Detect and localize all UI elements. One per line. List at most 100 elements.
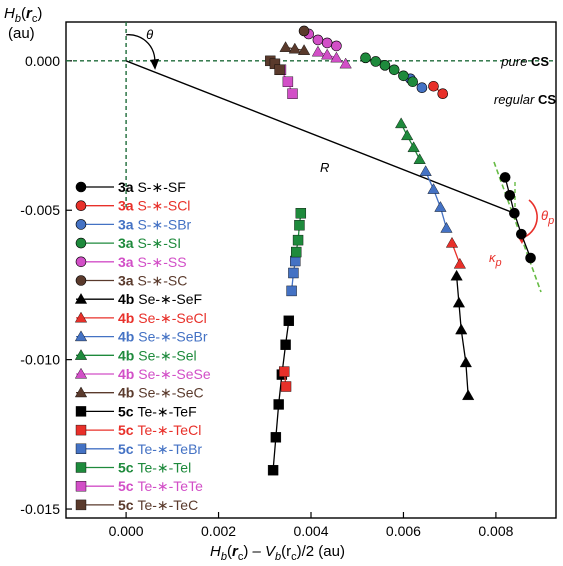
x-tick-label: 0.008 <box>478 523 513 539</box>
series-5c-14 <box>286 255 301 297</box>
legend-marker <box>74 311 88 323</box>
legend-name: S-∗-SF <box>137 179 185 195</box>
legend-label: 5c Te-∗-TeCl <box>118 422 201 438</box>
data-point <box>499 172 511 183</box>
legend-entry: 4b Se-∗-SeSe <box>74 366 211 382</box>
data-point <box>509 207 520 219</box>
legend-entry: 5c Te-∗-Tel <box>75 460 191 476</box>
series-5c-15 <box>291 208 307 258</box>
theta-p-label: θp <box>541 208 554 227</box>
legend-entry: 4b Se-∗-SeCl <box>74 310 207 326</box>
legend-entry: 3a S-∗-SS <box>75 254 187 270</box>
series-4b-11 <box>279 41 311 55</box>
legend-entry: 4b Se-∗-SeF <box>74 291 202 307</box>
legend-marker <box>75 481 87 492</box>
legend-entry: 4b Se-∗-SeC <box>74 385 204 401</box>
legend-marker <box>75 181 87 193</box>
legend-label: 5c Te-∗-TeC <box>118 497 198 513</box>
regular-cs-label: regular CS <box>494 92 556 107</box>
legend-group: 4b <box>118 310 138 326</box>
y-tick-label: -0.010 <box>20 352 60 368</box>
legend-name: Te-∗-TeBr <box>137 441 202 457</box>
data-point <box>339 57 352 69</box>
legend-group: 3a <box>118 273 137 289</box>
data-point <box>407 141 420 153</box>
series-3a-1 <box>428 80 449 100</box>
series-3a-4 <box>303 28 342 52</box>
legend-group: 5c <box>118 478 137 494</box>
legend-marker <box>74 293 88 304</box>
legend-entry: 5c Te-∗-TeTe <box>75 478 203 494</box>
axis-ticks: 0.000 0.002 0.004 0.006 0.008 0.000 -0.005 -0.0… <box>20 53 513 539</box>
data-point <box>288 267 299 279</box>
legend-name: Se-∗-SeF <box>138 291 202 307</box>
data-point <box>437 88 449 100</box>
data-point <box>360 52 371 64</box>
legend-label: 4b Se-∗-SeSe <box>118 366 211 382</box>
legend-marker <box>75 219 87 230</box>
legend-group: 3a <box>118 179 137 195</box>
legend-group: 3a <box>118 198 137 214</box>
x-title-open: ( <box>227 543 232 560</box>
y-tick-label: 0.000 <box>25 53 60 69</box>
legend-group: 3a <box>118 216 137 232</box>
data-point <box>370 56 382 67</box>
data-point <box>312 34 324 46</box>
series-4b-7 <box>445 236 466 269</box>
data-point <box>419 165 432 176</box>
data-point <box>427 183 440 194</box>
legend-label: 5c Te-∗-Tel <box>118 460 191 476</box>
legend-name: Se-∗-Sel <box>138 347 196 363</box>
legend-label: 3a S-∗-SF <box>118 179 186 195</box>
legend-label: 3a S-∗-SS <box>118 254 187 270</box>
legend-name: Se-∗-SeC <box>138 385 203 401</box>
legend-name: S-∗-SS <box>137 254 186 270</box>
series-3a-0 <box>499 172 536 264</box>
legend-label: 3a S-∗-SC <box>118 273 187 289</box>
legend-marker <box>75 499 87 511</box>
x-tick-label: 0.006 <box>386 523 421 539</box>
x-title-prefix-sub: b <box>221 551 227 563</box>
theta-p-main: θ <box>541 208 548 223</box>
series-3a-5 <box>298 25 310 37</box>
x-title-mid: – V <box>248 543 277 560</box>
legend-label: 4b Se-∗-SeF <box>118 291 202 307</box>
theta-label: θ <box>146 27 153 42</box>
series-layer <box>265 25 536 476</box>
data-point <box>450 269 463 281</box>
data-point <box>311 45 325 57</box>
x-title-close: ) <box>243 543 248 560</box>
series-5c-12 <box>267 315 295 476</box>
data-point <box>280 339 291 350</box>
legend-group: 5c <box>118 497 137 513</box>
data-point <box>270 432 282 443</box>
data-point <box>459 356 472 368</box>
legend-group: 4b <box>118 385 138 401</box>
R-label: R <box>320 160 329 175</box>
legend-group: 3a <box>118 235 137 251</box>
x-title-rest-sub: c <box>291 551 297 563</box>
data-point <box>286 285 297 297</box>
data-point <box>321 37 333 49</box>
legend-group: 4b <box>118 366 138 382</box>
x-tick-label: 0.002 <box>201 523 236 539</box>
data-point <box>292 234 304 246</box>
x-title-tail: )/2 (au) <box>297 543 345 560</box>
legend-name: Te-∗-TeCl <box>137 422 201 438</box>
data-point <box>516 228 527 240</box>
data-point <box>452 296 466 308</box>
x-title-prefix: H <box>210 543 221 560</box>
series-line <box>455 275 469 396</box>
data-point <box>290 255 301 267</box>
data-point <box>287 88 298 99</box>
data-point <box>455 323 468 335</box>
series-5c-17 <box>265 55 285 76</box>
series-line <box>295 213 302 253</box>
pure-cs-label: pure CS <box>500 54 549 69</box>
data-point <box>401 129 414 141</box>
legend-group: 5c <box>118 441 137 457</box>
data-point <box>413 153 426 164</box>
data-point <box>434 201 447 212</box>
x-title-arg-sub: c <box>238 551 244 563</box>
legend-marker <box>74 330 88 342</box>
